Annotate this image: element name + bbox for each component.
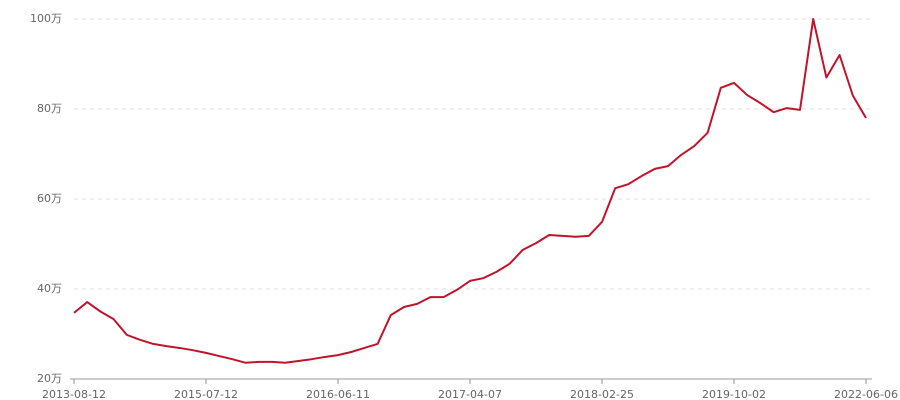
x-tick-label: 2017-04-07 <box>438 388 502 400</box>
x-tick-label: 2019-10-02 <box>702 388 766 400</box>
y-tick-label: 60万 <box>37 192 62 205</box>
y-tick-label: 40万 <box>37 282 62 295</box>
line <box>73 18 867 364</box>
x-tick-label: 2016-06-11 <box>306 388 370 400</box>
x-tick-label: 2022-06-06 <box>834 388 898 400</box>
y-tick-label: 100万 <box>30 12 62 25</box>
y-tick-label: 20万 <box>37 372 62 385</box>
x-tick-label: 2018-02-25 <box>570 388 634 400</box>
x-tick-label: 2013-08-12 <box>42 388 106 400</box>
y-tick-label: 80万 <box>37 102 62 115</box>
x-tick-label: 2015-07-12 <box>174 388 238 400</box>
